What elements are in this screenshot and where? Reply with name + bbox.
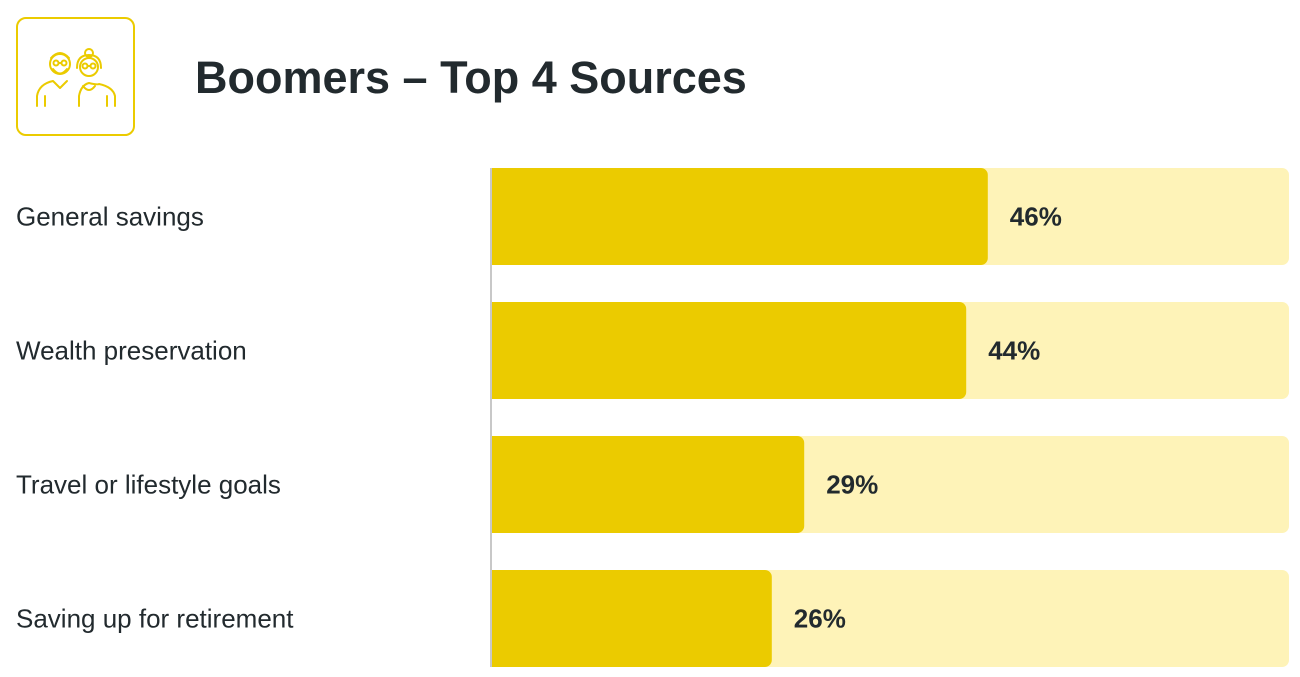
value-label: 46% xyxy=(1010,202,1062,232)
bar xyxy=(491,168,988,265)
bars-group: General savings 46% Wealth preservation 44%… xyxy=(16,168,1289,667)
bar-left-edge xyxy=(491,436,501,533)
icon-frame xyxy=(16,17,135,136)
bar-left-edge xyxy=(491,302,501,399)
bar xyxy=(491,436,805,533)
category-label: General savings xyxy=(16,202,204,232)
value-label: 26% xyxy=(794,604,846,634)
value-label: 44% xyxy=(988,336,1040,366)
category-label: Travel or lifestyle goals xyxy=(16,470,281,500)
bar-left-edge xyxy=(491,570,501,667)
chart-title: Boomers – Top 4 Sources xyxy=(195,52,747,103)
category-label: Saving up for retirement xyxy=(16,604,294,634)
bar xyxy=(491,302,967,399)
elderly-couple-icon xyxy=(35,47,116,107)
bar xyxy=(491,570,772,667)
bar-left-edge xyxy=(491,168,501,265)
value-label: 29% xyxy=(826,470,878,500)
category-label: Wealth preservation xyxy=(16,336,247,366)
